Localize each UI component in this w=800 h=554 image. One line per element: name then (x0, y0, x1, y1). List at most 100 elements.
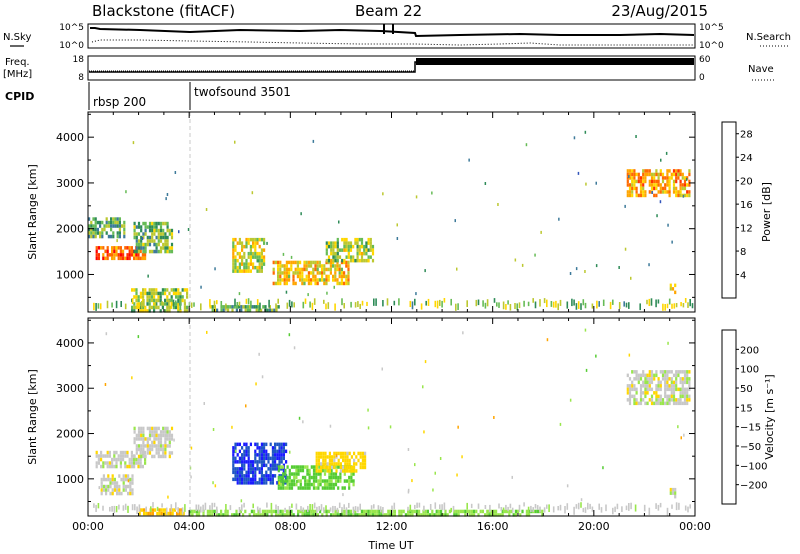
data-cell (325, 267, 328, 272)
data-cell (102, 253, 105, 257)
data-cell (349, 248, 353, 252)
data-cell (109, 491, 112, 496)
x-tick-label: 04:00 (173, 520, 205, 533)
data-cell (148, 221, 152, 226)
data-cell (319, 475, 322, 480)
data-cell (552, 301, 555, 308)
data-cell (686, 391, 689, 395)
data-cell (559, 504, 562, 511)
data-cell (411, 509, 414, 514)
data-cell (167, 495, 169, 499)
data-cell (118, 234, 121, 239)
data-cell (249, 470, 252, 475)
data-cell (325, 281, 328, 286)
data-cell (122, 249, 125, 254)
data-cell (679, 172, 682, 177)
data-cell (664, 186, 667, 191)
data-cell (546, 504, 548, 509)
data-cell (130, 246, 133, 250)
data-cell (135, 451, 138, 455)
data-cell (348, 486, 351, 490)
data-cell (345, 281, 348, 286)
data-cell (642, 169, 645, 173)
data-cell (443, 298, 446, 303)
data-cell (612, 507, 614, 515)
data-cell (153, 232, 156, 236)
data-cell (339, 465, 342, 470)
data-cell (642, 380, 645, 385)
data-cell (635, 193, 638, 198)
data-cell (258, 258, 261, 263)
data-cell (600, 507, 603, 513)
data-cell (113, 488, 116, 492)
data-cell (657, 299, 660, 304)
data-cell (655, 169, 658, 173)
data-cell (387, 509, 390, 514)
data-cell (315, 462, 318, 466)
data-cell (646, 169, 649, 173)
data-cell (243, 255, 246, 259)
data-cell (440, 513, 443, 517)
data-cell (241, 481, 244, 485)
data-cell (337, 475, 340, 480)
data-cell (293, 479, 296, 483)
data-cell (164, 232, 167, 236)
data-cell (650, 398, 654, 402)
data-cell (128, 253, 131, 257)
data-cell (398, 509, 401, 514)
data-cell (334, 479, 338, 483)
data-cell (367, 255, 370, 259)
data-cell (251, 305, 254, 309)
data-cell (211, 509, 214, 514)
data-cell (659, 172, 662, 177)
data-cell (369, 237, 372, 242)
data-cell (677, 176, 680, 180)
data-cell (263, 262, 266, 266)
data-cell (155, 430, 158, 434)
data-cell (518, 504, 521, 512)
data-cell (239, 509, 242, 514)
data-cell (275, 308, 278, 313)
data-cell (220, 509, 223, 514)
data-cell (256, 255, 259, 259)
data-cell (672, 401, 676, 406)
data-cell (335, 469, 338, 473)
data-cell (650, 172, 654, 177)
velocity-data-layer (93, 328, 691, 517)
data-cell (211, 305, 214, 309)
data-cell (668, 401, 671, 406)
data-cell (688, 172, 691, 177)
data-cell (110, 227, 113, 232)
data-cell (347, 267, 350, 272)
data-cell (642, 172, 645, 177)
data-cell (107, 234, 110, 239)
data-cell (131, 298, 134, 305)
data-cell (245, 265, 248, 270)
data-cell (310, 509, 313, 514)
x-tick-label: 12:00 (376, 520, 408, 533)
data-cell (626, 373, 629, 378)
data-cell (276, 453, 279, 457)
data-cell (301, 475, 305, 480)
data-cell (309, 301, 311, 308)
data-cell (639, 384, 643, 388)
data-cell (159, 298, 162, 303)
data-cell (338, 267, 341, 272)
data-cell (315, 479, 318, 483)
data-cell (148, 430, 152, 434)
data-cell (139, 249, 142, 254)
data-cell (343, 274, 346, 279)
data-cell (347, 264, 350, 268)
data-cell (380, 513, 383, 517)
data-cell (245, 460, 248, 464)
data-cell (148, 305, 151, 310)
data-cell (523, 502, 525, 507)
data-cell (503, 509, 506, 514)
data-cell (631, 193, 634, 198)
data-cell (116, 239, 118, 243)
data-cell (288, 271, 291, 275)
data-cell (334, 258, 337, 263)
data-cell (329, 424, 332, 428)
data-cell (234, 140, 236, 144)
data-cell (277, 506, 279, 514)
